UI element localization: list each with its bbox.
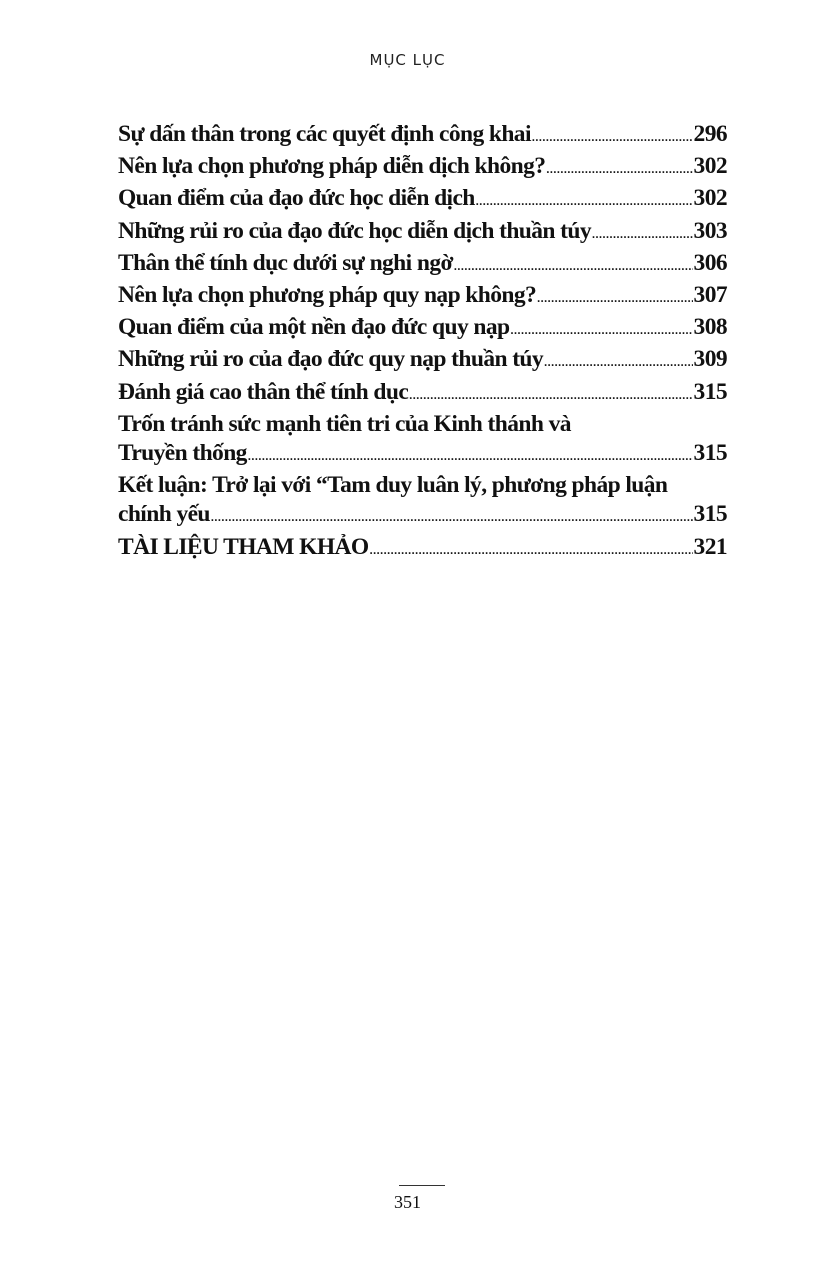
toc-entry-title: Quan điểm của đạo đức học diễn dịch [118,185,475,212]
footer-rule [399,1185,445,1186]
dot-leader [546,155,692,184]
toc-entry[interactable]: Nên lựa chọn phương pháp quy nạp không? 3… [118,281,728,313]
toc-entry-title: Những rủi ro của đạo đức học diễn dịch t… [118,217,592,244]
toc-entry-page: 308 [693,314,728,341]
toc-entry[interactable]: Quan điểm của đạo đức học diễn dịch 302 [118,184,728,216]
toc-entry-title: Nên lựa chọn phương pháp quy nạp không? [118,282,537,309]
dot-leader [409,381,692,410]
running-header: MỤC LỤC [369,51,446,69]
toc-entry-title: Sự dấn thân trong các quyết định công kh… [118,121,531,147]
toc-entry[interactable]: Sự dấn thân trong các quyết định công kh… [118,120,728,152]
toc-entry[interactable]: Thân thể tính dục dưới sự nghi ngờ 306 [118,249,728,281]
toc-entry-page: 296 [693,121,728,147]
toc-entry-page: 315 [693,501,728,528]
toc-entry-title: Quan điểm của một nền đạo đức quy nạp [118,314,510,341]
toc-entry-page: 303 [693,217,728,244]
toc-entry-title-line: Kết luận: Trở lại với “Tam duy luân lý, … [118,472,668,499]
dot-leader [248,442,693,471]
toc-entry-title: Đánh giá cao thân thể tính dục [118,378,409,405]
page-number: 351 [394,1192,421,1212]
toc-entry-title-line: Trốn tránh sức mạnh tiên tri của Kinh th… [118,410,571,437]
toc-entry[interactable]: TÀI LIỆU THAM KHẢO 321 [118,533,728,565]
toc-entry-page: 315 [693,378,728,405]
toc-entry-title: Thân thể tính dục dưới sự nghi ngờ [118,249,453,276]
dot-leader [537,284,692,313]
toc-entry-page: 306 [693,249,728,276]
toc-entry-title: TÀI LIỆU THAM KHẢO [118,533,369,560]
toc-entry-page: 315 [693,440,728,467]
toc-entry[interactable]: Đánh giá cao thân thể tính dục 315 [118,378,728,410]
toc-entry-title: Nên lựa chọn phương pháp diễn dịch không… [118,153,546,180]
table-of-contents: Sự dấn thân trong các quyết định công kh… [118,120,728,565]
toc-entry-title: chính yếu [118,501,211,528]
toc-entry-page: 321 [693,533,728,560]
dot-leader [476,187,693,216]
dot-leader [592,220,693,249]
toc-entry-title: Những rủi ro của đạo đức quy nạp thuần t… [118,346,544,373]
toc-entry-page: 302 [693,153,728,180]
dot-leader [211,503,693,532]
toc-entry-page: 302 [693,185,728,212]
toc-entry-title: Truyền thống [118,440,247,467]
toc-entry[interactable]: Nên lựa chọn phương pháp diễn dịch không… [118,152,728,184]
dot-leader [532,123,693,152]
dot-leader [454,252,693,281]
toc-entry[interactable]: Những rủi ro của đạo đức học diễn dịch t… [118,217,728,249]
dot-leader [370,536,693,565]
toc-entry[interactable]: chính yếu 315 [118,500,728,532]
toc-entry[interactable]: Quan điểm của một nền đạo đức quy nạp 308 [118,313,728,345]
dot-leader [544,348,692,377]
dot-leader [511,316,693,345]
toc-entry-page: 309 [693,346,728,373]
toc-entry[interactable]: Truyền thống 315 [118,439,728,471]
toc-entry[interactable]: Những rủi ro của đạo đức quy nạp thuần t… [118,345,728,377]
toc-entry-page: 307 [693,282,728,309]
